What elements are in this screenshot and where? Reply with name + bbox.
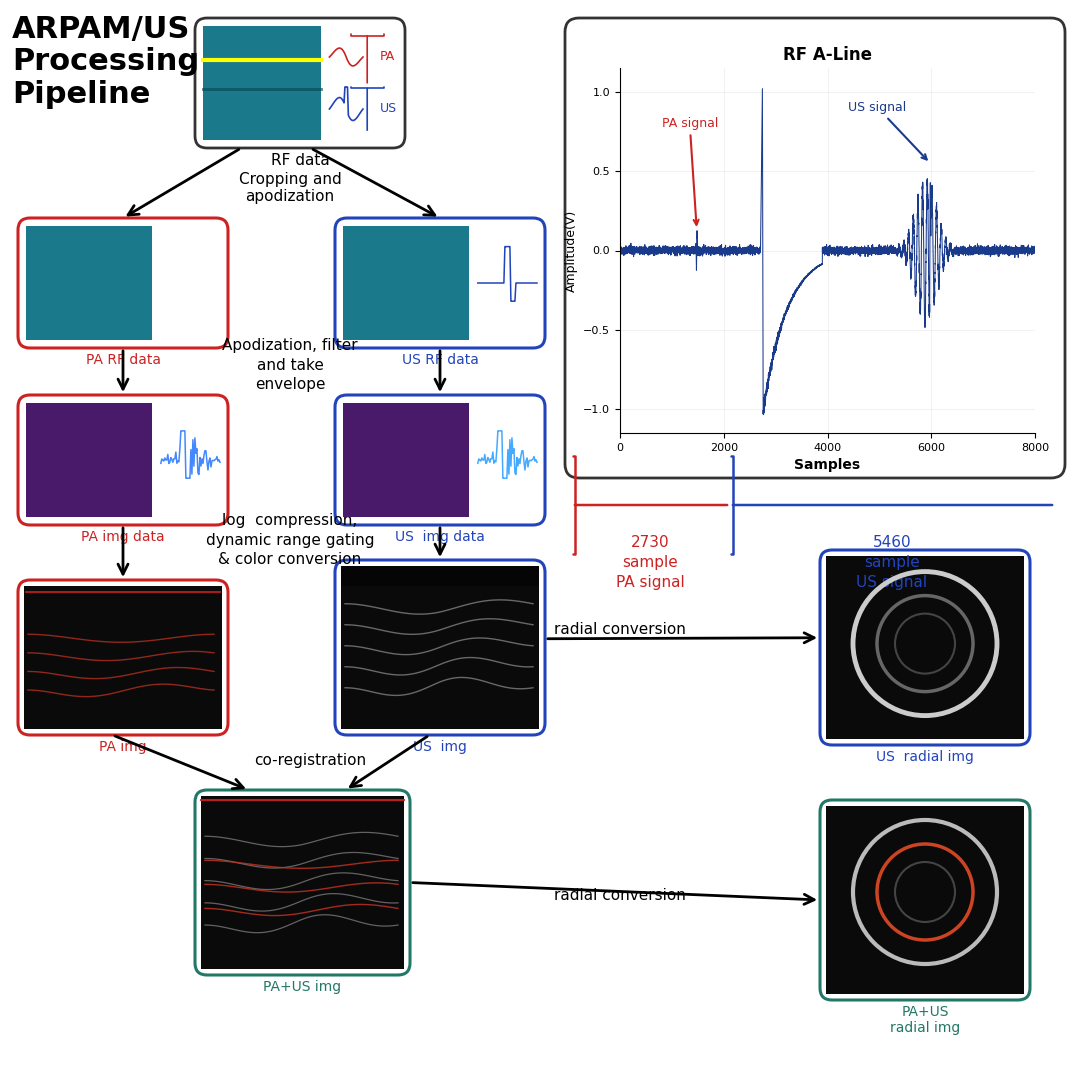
Text: PA RF data: PA RF data [85,353,161,367]
Text: Cropping and
apodization: Cropping and apodization [239,172,341,204]
FancyBboxPatch shape [335,218,545,348]
Text: US: US [380,102,397,115]
FancyBboxPatch shape [18,218,228,348]
Text: Apodization, filter
and take
envelope: Apodization, filter and take envelope [222,338,357,392]
Text: US  img data: US img data [395,530,485,544]
FancyBboxPatch shape [820,550,1030,745]
Text: US  radial img: US radial img [876,750,974,763]
FancyBboxPatch shape [335,395,545,525]
Bar [341,566,539,729]
FancyBboxPatch shape [195,18,405,148]
Text: US  img: US img [413,740,467,754]
Text: 5460
sample
US signal: 5460 sample US signal [856,535,928,590]
Bar [26,226,152,340]
Bar [343,403,469,517]
Text: radial conversion: radial conversion [554,887,686,902]
X-axis label: Samples: Samples [795,458,861,472]
Text: PA: PA [380,51,395,63]
Bar [26,403,152,517]
Y-axis label: Amplitude(V): Amplitude(V) [565,210,578,292]
Text: PA+US
radial img: PA+US radial img [890,1005,960,1035]
Bar [201,796,404,969]
Text: PA+US img: PA+US img [264,980,341,994]
Text: PA img: PA img [99,740,147,754]
Title: RF A-Line: RF A-Line [783,46,872,64]
Bar [343,226,469,340]
Bar [826,556,1024,738]
Bar [826,806,1024,994]
Text: log  compression,
dynamic range gating
& color conversion: log compression, dynamic range gating & … [206,513,375,567]
Text: ARPAM/US
Processing
Pipeline: ARPAM/US Processing Pipeline [12,15,199,109]
Text: RF data: RF data [271,153,329,168]
FancyBboxPatch shape [18,395,228,525]
Text: PA signal: PA signal [661,116,718,225]
Bar [24,586,222,729]
Bar [341,566,539,586]
FancyBboxPatch shape [820,800,1030,1000]
Text: PA img data: PA img data [81,530,165,544]
Text: co-registration: co-registration [254,753,366,768]
Text: radial conversion: radial conversion [554,622,686,637]
FancyBboxPatch shape [565,18,1065,478]
Text: US signal: US signal [848,101,927,160]
FancyBboxPatch shape [18,580,228,735]
Text: 2730
sample
PA signal: 2730 sample PA signal [616,535,685,590]
Bar [203,26,321,140]
FancyBboxPatch shape [335,560,545,735]
FancyBboxPatch shape [195,790,410,975]
Text: US RF data: US RF data [402,353,478,367]
